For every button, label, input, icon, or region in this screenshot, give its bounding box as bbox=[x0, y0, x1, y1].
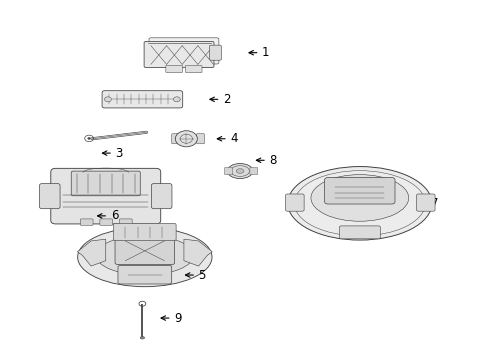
Ellipse shape bbox=[236, 169, 244, 174]
FancyBboxPatch shape bbox=[224, 167, 232, 175]
FancyBboxPatch shape bbox=[166, 66, 182, 73]
FancyBboxPatch shape bbox=[339, 226, 380, 239]
FancyBboxPatch shape bbox=[80, 219, 93, 225]
Circle shape bbox=[88, 137, 91, 139]
FancyBboxPatch shape bbox=[210, 45, 221, 60]
Ellipse shape bbox=[77, 228, 212, 287]
Polygon shape bbox=[184, 239, 212, 266]
FancyBboxPatch shape bbox=[118, 265, 172, 284]
FancyBboxPatch shape bbox=[40, 184, 60, 209]
FancyBboxPatch shape bbox=[172, 134, 179, 144]
Text: 2: 2 bbox=[223, 93, 230, 106]
Circle shape bbox=[104, 97, 111, 102]
Ellipse shape bbox=[288, 167, 432, 240]
Ellipse shape bbox=[227, 163, 253, 179]
Text: 4: 4 bbox=[230, 132, 238, 145]
Ellipse shape bbox=[96, 235, 194, 275]
FancyBboxPatch shape bbox=[71, 171, 140, 196]
Text: 6: 6 bbox=[111, 210, 118, 222]
Text: 1: 1 bbox=[262, 46, 270, 59]
FancyBboxPatch shape bbox=[102, 91, 183, 108]
FancyBboxPatch shape bbox=[149, 38, 219, 64]
FancyBboxPatch shape bbox=[100, 219, 113, 225]
FancyBboxPatch shape bbox=[416, 194, 435, 211]
Text: 9: 9 bbox=[174, 311, 182, 325]
FancyBboxPatch shape bbox=[196, 134, 204, 144]
FancyBboxPatch shape bbox=[250, 167, 258, 175]
Polygon shape bbox=[77, 239, 106, 266]
Ellipse shape bbox=[140, 337, 145, 339]
Circle shape bbox=[173, 97, 180, 102]
FancyBboxPatch shape bbox=[286, 194, 304, 211]
FancyBboxPatch shape bbox=[114, 224, 176, 240]
Text: 8: 8 bbox=[270, 154, 277, 167]
FancyBboxPatch shape bbox=[115, 237, 174, 265]
FancyBboxPatch shape bbox=[185, 66, 202, 73]
Ellipse shape bbox=[311, 175, 409, 221]
Text: 5: 5 bbox=[198, 269, 206, 282]
FancyBboxPatch shape bbox=[325, 177, 395, 204]
Text: 7: 7 bbox=[431, 197, 438, 210]
FancyBboxPatch shape bbox=[151, 184, 172, 209]
Ellipse shape bbox=[175, 131, 197, 147]
FancyBboxPatch shape bbox=[51, 168, 161, 224]
Text: 3: 3 bbox=[116, 147, 123, 159]
FancyBboxPatch shape bbox=[120, 219, 132, 225]
FancyBboxPatch shape bbox=[144, 41, 214, 68]
